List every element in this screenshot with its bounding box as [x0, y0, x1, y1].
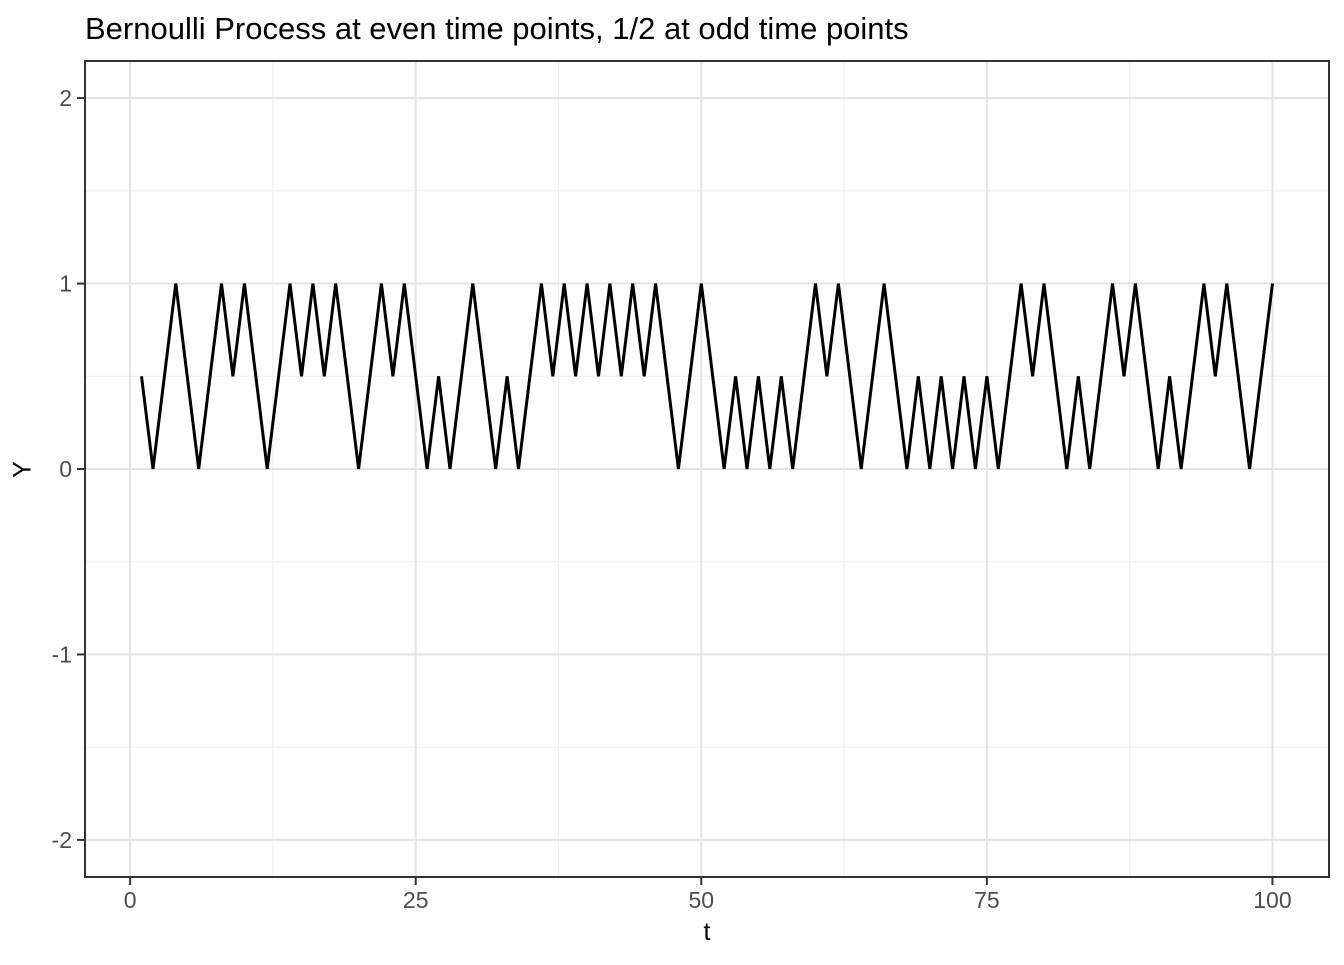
- y-tick-label: -2: [52, 827, 72, 853]
- y-tick-label: 1: [59, 271, 72, 297]
- y-tick-label: -1: [52, 641, 72, 667]
- x-axis-title: t: [703, 918, 711, 946]
- x-tick-label: 25: [403, 887, 429, 913]
- y-axis-title: Y: [8, 461, 37, 478]
- y-tick-label: 0: [59, 456, 72, 482]
- y-tick-label: 2: [59, 85, 72, 111]
- x-tick-label: 75: [974, 887, 1000, 913]
- series-line: [140, 283, 1274, 470]
- x-tick-label: 0: [124, 887, 137, 913]
- chart-title: Bernoulli Process at even time points, 1…: [85, 11, 909, 46]
- x-tick-label: 100: [1253, 887, 1291, 913]
- x-tick-label: 50: [688, 887, 714, 913]
